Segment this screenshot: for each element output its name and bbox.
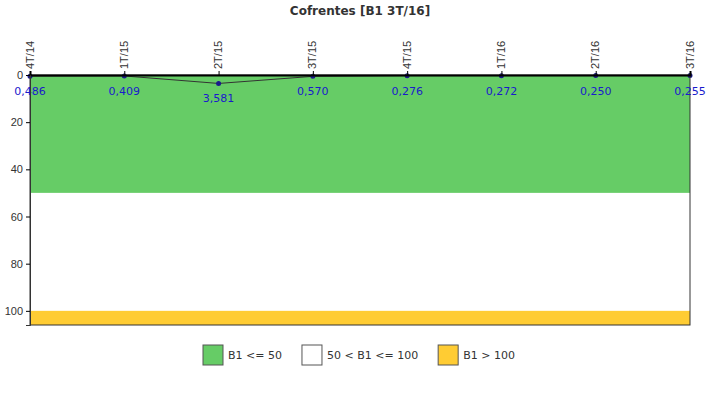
x-tick-label: 1T/15	[118, 41, 130, 69]
x-tick: 3T/16	[684, 41, 696, 75]
y-tick-mark	[26, 264, 30, 265]
data-label: 0,276	[391, 85, 423, 98]
y-tick-mark	[26, 217, 30, 218]
y-tick-label: 80	[11, 258, 23, 270]
legend-label: B1 <= 50	[228, 349, 282, 362]
band	[30, 75, 690, 193]
y-axis-line	[26, 76, 31, 326]
data-label: 0,272	[486, 85, 518, 98]
plot-area	[28, 73, 693, 325]
x-tick-label: 2T/15	[212, 41, 224, 69]
y-tick-label: 60	[11, 211, 23, 223]
y-tick: 60	[11, 211, 30, 223]
data-label: 0,255	[674, 85, 706, 98]
x-tick: 2T/16	[589, 41, 601, 75]
x-tick: 1T/16	[495, 41, 507, 75]
legend-swatch	[438, 345, 458, 365]
x-tick-mark	[124, 71, 125, 75]
x-tick: 1T/15	[118, 41, 130, 75]
band	[30, 311, 690, 325]
data-label: 3,581	[203, 92, 235, 105]
band	[30, 193, 690, 311]
y-tick: 100	[5, 305, 30, 317]
y-tick: 40	[11, 163, 30, 175]
y-tick: 20	[11, 116, 30, 128]
x-tick-label: 3T/15	[306, 41, 318, 69]
x-tick-mark	[30, 71, 31, 75]
y-tick-mark	[26, 169, 30, 170]
x-tick-label: 2T/16	[589, 41, 601, 69]
x-tick: 2T/15	[212, 41, 224, 75]
x-tick-mark	[407, 71, 408, 75]
line	[30, 76, 690, 84]
x-tick-mark	[313, 71, 314, 75]
y-tick-label: 100	[5, 305, 23, 317]
legend: B1 <= 50 50 < B1 <= 100 B1 > 100	[203, 345, 515, 365]
data-label: 0,250	[580, 85, 612, 98]
legend-label: B1 > 100	[463, 349, 515, 362]
x-tick-label: 1T/16	[495, 41, 507, 69]
x-tick-label: 4T/14	[24, 41, 36, 69]
x-tick: 3T/15	[306, 41, 318, 75]
legend-item: B1 > 100	[438, 345, 515, 365]
x-axis-line	[31, 71, 691, 76]
x-tick-label: 4T/15	[401, 41, 413, 69]
x-tick-mark	[596, 71, 597, 75]
y-tick-label: 40	[11, 163, 23, 175]
y-tick-label: 20	[11, 116, 23, 128]
y-tick: 80	[11, 258, 30, 270]
x-tick: 4T/15	[401, 41, 413, 75]
legend-swatch	[302, 345, 322, 365]
chart: Cofrentes [B1 3T/16]0,4860,4093,5810,570…	[0, 0, 720, 400]
x-axis: 4T/14 1T/15 2T/15 3T/15 4T/15 1T/16 2T/16 3T/16	[24, 41, 696, 76]
y-tick-mark	[26, 75, 30, 76]
x-tick-mark	[690, 71, 691, 75]
x-tick: 4T/14	[24, 41, 36, 75]
legend-label: 50 < B1 <= 100	[327, 349, 418, 362]
data-label: 0,570	[297, 85, 329, 98]
plot: 0,4860,4093,5810,5700,2760,2720,2500,255…	[5, 41, 706, 326]
x-tick-mark	[219, 71, 220, 75]
y-axis: 0 20 40 60 80 100	[5, 69, 31, 325]
legend-item: 50 < B1 <= 100	[302, 345, 418, 365]
legend-item: B1 <= 50	[203, 345, 282, 365]
title: Cofrentes [B1 3T/16]	[290, 4, 430, 18]
y-tick: 0	[17, 69, 30, 81]
y-tick-mark	[26, 122, 30, 123]
y-tick-label: 0	[17, 69, 23, 81]
x-tick-mark	[501, 71, 502, 75]
point	[216, 81, 221, 86]
x-tick-label: 3T/16	[684, 41, 696, 69]
data-label: 0,409	[109, 85, 140, 98]
plot-frame	[30, 75, 690, 325]
y-tick-mark	[26, 311, 30, 312]
legend-swatch	[203, 345, 223, 365]
